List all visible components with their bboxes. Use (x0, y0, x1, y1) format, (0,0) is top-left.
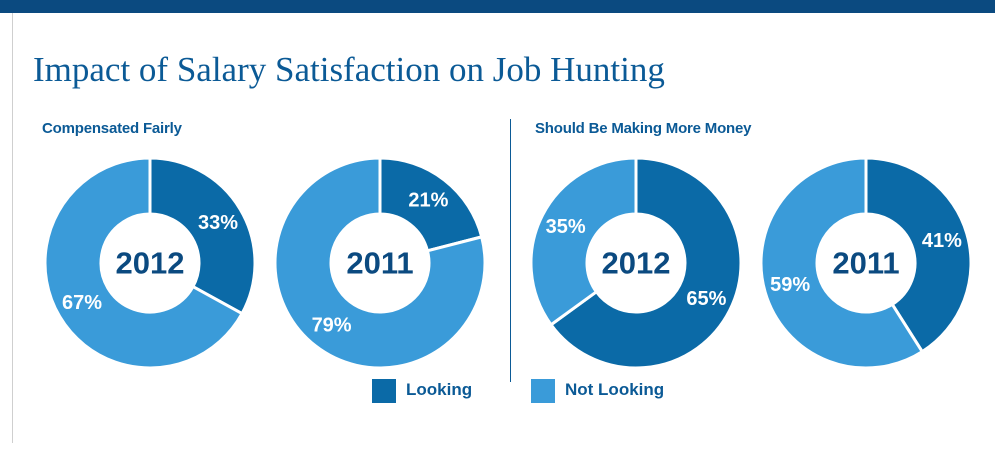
legend-label-looking: Looking (406, 380, 473, 399)
legend-item-looking: Looking (372, 377, 502, 403)
slice-label-not-looking: 35% (546, 216, 586, 238)
slice-label-not-looking: 59% (770, 274, 810, 296)
slice-label-looking: 21% (408, 190, 448, 212)
group-title-should-make-more: Should Be Making More Money (535, 120, 752, 137)
donut-year-label: 2012 (602, 246, 671, 281)
slice-label-looking: 65% (686, 288, 726, 310)
legend-swatch-looking (372, 379, 396, 403)
slice-not-looking (43, 156, 245, 370)
slice-not-looking (529, 156, 638, 327)
donut-chart-more-2012: 65% 35% 2012 (529, 156, 743, 370)
left-rule (12, 13, 13, 443)
slice-looking (864, 156, 973, 354)
slice-looking (378, 156, 484, 253)
slice-label-looking: 41% (922, 230, 962, 252)
slice-label-not-looking: 67% (62, 292, 102, 314)
slice-looking (548, 156, 743, 370)
group-title-compensated-fairly: Compensated Fairly (42, 120, 182, 137)
donut-year-label: 2011 (832, 246, 899, 281)
chart-title: Impact of Salary Satisfaction on Job Hun… (33, 50, 665, 89)
group-divider (510, 119, 511, 382)
donut-chart-fair-2011: 21% 79% 2011 (273, 156, 487, 370)
donut-chart-more-2011: 41% 59% 2011 (759, 156, 973, 370)
donut-year-label: 2012 (116, 246, 185, 281)
slice-not-looking (273, 156, 487, 370)
donut-year-label: 2011 (346, 246, 413, 281)
legend-label-not-looking: Not Looking (565, 380, 665, 399)
slice-label-looking: 33% (198, 212, 238, 234)
slice-not-looking (759, 156, 925, 370)
legend-item-not-looking: Not Looking (531, 377, 711, 403)
donut-chart-fair-2012: 33% 67% 2012 (43, 156, 257, 370)
slice-looking (148, 156, 257, 316)
header-bar (0, 0, 995, 13)
slice-label-not-looking: 79% (312, 314, 352, 336)
legend-swatch-not-looking (531, 379, 555, 403)
